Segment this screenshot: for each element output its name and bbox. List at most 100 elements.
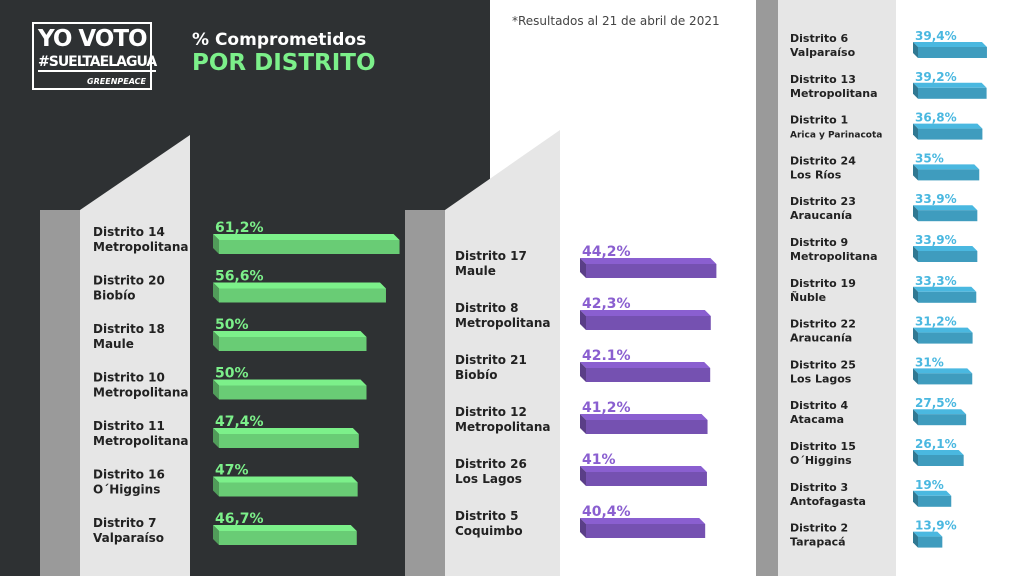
- bar-side: [213, 282, 219, 303]
- bar-side: [213, 476, 219, 497]
- category-label-line1: Distrito 15: [790, 440, 856, 453]
- category-label-line1: Distrito 9: [790, 236, 848, 249]
- bar-side: [580, 310, 586, 330]
- category-label-line1: Distrito 18: [93, 322, 165, 336]
- bar-top: [580, 466, 707, 472]
- bar-top: [213, 525, 357, 531]
- panel-right: [756, 0, 896, 576]
- panel-left-face: [80, 135, 190, 576]
- bar: [586, 264, 717, 278]
- data-label: 40,4%: [582, 504, 631, 520]
- data-label: 50%: [215, 366, 249, 382]
- data-label: 41,2%: [582, 400, 631, 416]
- panel-right-face: [778, 0, 896, 576]
- bar: [918, 87, 987, 99]
- category-label-line1: Distrito 8: [455, 301, 519, 315]
- data-label: 26,1%: [915, 437, 957, 451]
- category-label-line2: O´Higgins: [790, 454, 852, 467]
- bar-side: [580, 466, 586, 486]
- category-label-line2: Coquimbo: [455, 524, 523, 538]
- category-label-line1: Distrito 1: [790, 114, 848, 127]
- logo-line1: YO VOTO: [38, 26, 148, 52]
- data-label: 46,7%: [215, 511, 264, 527]
- bar: [918, 373, 973, 385]
- bar-top: [213, 331, 367, 337]
- bar: [219, 240, 400, 254]
- category-label-line1: Distrito 23: [790, 195, 856, 208]
- data-label: 50%: [215, 317, 249, 333]
- data-label: 31,2%: [915, 315, 957, 329]
- panel-left: [40, 135, 190, 576]
- category-label-line1: Distrito 20: [93, 274, 165, 288]
- category-label-line2: Atacama: [790, 413, 844, 426]
- data-label: 47%: [215, 463, 249, 479]
- bar: [586, 524, 706, 538]
- bar: [918, 536, 943, 548]
- bar-top: [580, 258, 717, 264]
- bar-top: [913, 82, 987, 88]
- bar-top: [913, 409, 967, 415]
- data-label: 61,2%: [215, 220, 264, 236]
- category-label-line2: Biobío: [93, 289, 135, 303]
- bar-side: [913, 327, 918, 344]
- bar: [918, 291, 977, 303]
- bar-top: [913, 164, 980, 170]
- bar-side: [580, 518, 586, 538]
- bar: [918, 455, 964, 466]
- category-label-line2: O´Higgins: [93, 483, 160, 497]
- category-label-line1: Distrito 24: [790, 154, 856, 167]
- bar-side: [580, 362, 586, 382]
- bar-side: [580, 414, 586, 434]
- data-label: 33,9%: [915, 192, 957, 206]
- data-label: 56,6%: [215, 269, 264, 285]
- bar: [219, 288, 386, 303]
- data-label: 39,2%: [915, 70, 957, 84]
- category-label-line1: Distrito 7: [93, 516, 157, 530]
- page-title: % Comprometidos: [192, 30, 367, 50]
- category-label-line2: Los Ríos: [790, 168, 842, 181]
- category-label-line2: Arica y Parinacota: [790, 131, 882, 141]
- bar-top: [213, 379, 367, 386]
- category-label-line2: Araucanía: [790, 209, 852, 222]
- data-label: 39,4%: [915, 29, 957, 43]
- data-label: 19%: [915, 478, 944, 492]
- results-date-note: *Resultados al 21 de abril de 2021: [512, 14, 720, 28]
- bar-top: [913, 246, 978, 251]
- category-label-line2: Metropolitana: [93, 386, 189, 400]
- bar: [586, 420, 708, 434]
- bar-side: [213, 379, 219, 400]
- data-label: 35%: [915, 151, 944, 165]
- bar-top: [580, 518, 706, 524]
- category-label-line1: Distrito 16: [93, 468, 165, 482]
- bar-top: [580, 362, 711, 368]
- bar-side: [580, 258, 586, 278]
- bar-top: [913, 368, 973, 374]
- bar: [586, 316, 711, 330]
- bar: [219, 531, 357, 545]
- category-label-line2: Metropolitana: [790, 250, 878, 263]
- bar: [918, 210, 978, 222]
- bar-top: [580, 310, 711, 316]
- category-label-line2: Ñuble: [790, 291, 826, 304]
- category-label-line2: Metropolitana: [93, 434, 189, 448]
- category-label-line1: Distrito 3: [790, 481, 848, 494]
- category-label-line2: Metropolitana: [455, 316, 551, 330]
- bar-side: [913, 409, 918, 426]
- data-label: 42.1%: [582, 348, 631, 364]
- bar-side: [913, 246, 918, 262]
- bar-top: [913, 42, 987, 47]
- category-label-line2: Metropolitana: [455, 420, 551, 434]
- bar-top: [913, 327, 973, 333]
- bar: [586, 472, 707, 486]
- category-label-line1: Distrito 4: [790, 399, 849, 412]
- bar-side: [913, 450, 918, 466]
- category-label-line1: Distrito 6: [790, 32, 849, 45]
- category-label-line1: Distrito 11: [93, 419, 165, 433]
- category-label-line1: Distrito 22: [790, 318, 856, 331]
- data-label: 33,9%: [915, 233, 957, 247]
- panel-middle-side: [405, 210, 445, 576]
- category-label-line1: Distrito 14: [93, 225, 165, 239]
- bar: [918, 47, 987, 58]
